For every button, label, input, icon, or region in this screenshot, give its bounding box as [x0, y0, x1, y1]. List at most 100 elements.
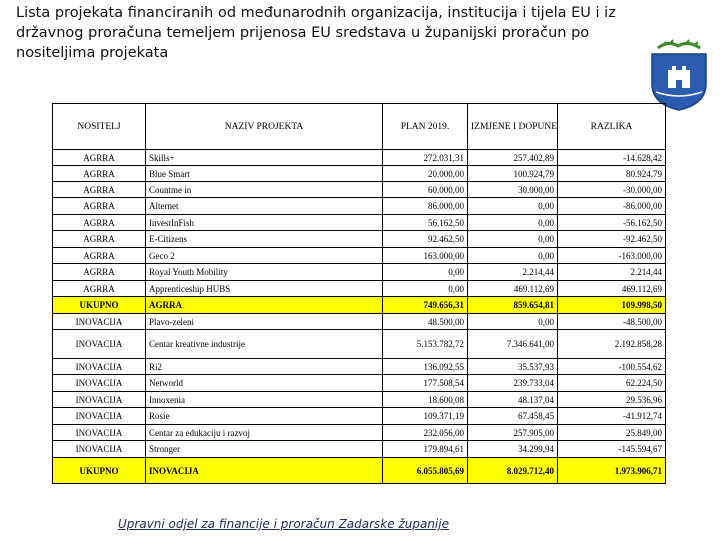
table-cell: 5.153.782,72	[382, 329, 468, 359]
table-cell: Alternet	[145, 197, 383, 215]
table-row: INOVACIJA Networld 177.508,54 239.733,04 62.…	[52, 374, 666, 392]
table-cell: -30.000,00	[557, 181, 666, 198]
table-cell: 109.371,19	[382, 407, 468, 425]
table-cell: 0,00	[382, 280, 468, 297]
table-cell: AGRRA	[52, 214, 146, 231]
table-cell: INOVACIJA	[52, 424, 146, 441]
table-cell: 92.462,50	[382, 230, 468, 248]
table-cell: AGRRA	[52, 263, 146, 281]
table-cell: Blue Smart	[145, 165, 383, 182]
table-cell: 8.029.712,40	[467, 457, 558, 484]
page-title: Lista projekata financiranih od međunaro…	[16, 5, 616, 61]
footer: Upravni odjel za financije i proračun Za…	[118, 517, 449, 531]
table-row: INOVACIJA Rosie 109.371,19 67.458,45 -41.912…	[52, 407, 666, 425]
table-cell: Skills+	[145, 149, 383, 166]
table-row: INOVACIJA Stronger 179.894,61 34.299,94 -145…	[52, 440, 666, 458]
table-cell: 749.656,31	[382, 296, 468, 314]
table-row: AGRRA Countme in 60.000,00 30.000,00 -30.000…	[52, 181, 666, 198]
table-cell: 257.905,00	[467, 424, 558, 441]
table-cell: 0,00	[467, 214, 558, 231]
table-cell: Apprenticeship HUBS	[145, 280, 383, 297]
table-cell: AGRRA	[52, 165, 146, 182]
total-row: UKUPNO INOVACIJA 6.055.805,69 8.029.712,40 1…	[52, 457, 666, 484]
header-cell: NOSITELJ	[52, 103, 146, 150]
table-cell: INOVACIJA	[52, 358, 146, 375]
table-cell: INOVACIJA	[52, 407, 146, 425]
table-cell: 30.000,00	[467, 181, 558, 198]
table-cell: 80.924,79	[557, 165, 666, 182]
table-cell: 179.894,61	[382, 440, 468, 458]
table-cell: 257.402,89	[467, 149, 558, 166]
table-cell: 0,00	[467, 197, 558, 215]
table-cell: -56.162,50	[557, 214, 666, 231]
table-row: AGRRA E-Citizens 92.462,50 0,00 -92.462,50	[52, 230, 666, 248]
table-cell: Countme in	[145, 181, 383, 198]
table-cell: AGRRA	[52, 197, 146, 215]
table-cell: 232.056,00	[382, 424, 468, 441]
table-row: AGRRA Geco 2 163.000,00 0,00 -163.000,00	[52, 247, 666, 264]
table-cell: 469.112,69	[467, 280, 558, 297]
table-cell: -145.594,67	[557, 440, 666, 458]
table-row: AGRRA InvestInFish 56.162,50 0,00 -56.162,50	[52, 214, 666, 231]
table-cell: Geco 2	[145, 247, 383, 264]
table-cell: 48.137,04	[467, 391, 558, 408]
table-cell: 20.000,00	[382, 165, 468, 182]
table-cell: AGRRA	[52, 149, 146, 166]
table-cell: Networld	[145, 374, 383, 392]
projects-table: NOSITELJ NAZIV PROJEKTA PLAN 2019. IZMJENE …	[52, 103, 666, 484]
header-cell: PLAN 2019.	[382, 103, 468, 150]
table-cell: Stronger	[145, 440, 383, 458]
table-cell: 177.508,54	[382, 374, 468, 392]
table-cell: -86.000,00	[557, 197, 666, 215]
header-row: NOSITELJ NAZIV PROJEKTA PLAN 2019. IZMJENE …	[52, 103, 666, 150]
coat-of-arms	[651, 39, 707, 111]
table-row: INOVACIJA Ri2 136.092,55 35.537,93 -100.554,…	[52, 358, 666, 375]
table-cell: 0,00	[382, 263, 468, 281]
table-cell: 6.055.805,69	[382, 457, 468, 484]
table-cell: 62.224,50	[557, 374, 666, 392]
table-cell: 1.973.906,71	[557, 457, 666, 484]
table-cell: 239.733,04	[467, 374, 558, 392]
table-row: INOVACIJA Innoxenia 18.600,08 48.137,04 29.5…	[52, 391, 666, 408]
table-cell: Plavo-zeleni	[145, 313, 383, 330]
table-cell: 2.214,44	[557, 263, 666, 281]
table-cell: 100.924,79	[467, 165, 558, 182]
table-cell: 56.162,50	[382, 214, 468, 231]
table-cell: Centar kreativne industrije	[145, 329, 383, 359]
table-cell: INOVACIJA	[52, 374, 146, 392]
table-cell: 34.299,94	[467, 440, 558, 458]
table-cell: Ri2	[145, 358, 383, 375]
table-cell: AGRRA	[52, 181, 146, 198]
header-cell: IZMJENE I DOPUNE 2019.	[467, 103, 558, 150]
total-row: UKUPNO AGRRA 749.656,31 859.654,81 109.998,5…	[52, 296, 666, 314]
table-cell: 163.000,00	[382, 247, 468, 264]
table-cell: UKUPNO	[52, 296, 146, 314]
table-cell: InvestInFish	[145, 214, 383, 231]
table-cell: INOVACIJA	[145, 457, 383, 484]
table-cell: 859.654,81	[467, 296, 558, 314]
table-cell: AGRRA	[52, 247, 146, 264]
table-cell: 469.112,69	[557, 280, 666, 297]
header-cell: NAZIV PROJEKTA	[145, 103, 383, 150]
table-row: AGRRA Blue Smart 20.000,00 100.924,79 80.924…	[52, 165, 666, 182]
header-cell: RAZLIKA	[557, 103, 666, 150]
table-cell: 67.458,45	[467, 407, 558, 425]
table-row: AGRRA Alternet 86.000,00 0,00 -86.000,00	[52, 197, 666, 215]
table-cell: Centar za edukaciju i razvoj	[145, 424, 383, 441]
table-cell: Rosie	[145, 407, 383, 425]
table-cell: 0,00	[467, 247, 558, 264]
table-cell: 272.031,31	[382, 149, 468, 166]
table-cell: AGRRA	[145, 296, 383, 314]
table-cell: -100.554,62	[557, 358, 666, 375]
table-cell: -48.500,00	[557, 313, 666, 330]
table-cell: 2.214,44	[467, 263, 558, 281]
table-cell: -163.000,00	[557, 247, 666, 264]
table-cell: -41.912,74	[557, 407, 666, 425]
table-row: AGRRA Royal Youth Mobility 0,00 2.214,44 2.2…	[52, 263, 666, 281]
table-row: INOVACIJA Centar kreativne industrije 5.15…	[52, 329, 666, 359]
table-cell: AGRRA	[52, 280, 146, 297]
table-cell: E-Citizens	[145, 230, 383, 248]
table-cell: 0,00	[467, 230, 558, 248]
table-cell: INOVACIJA	[52, 440, 146, 458]
